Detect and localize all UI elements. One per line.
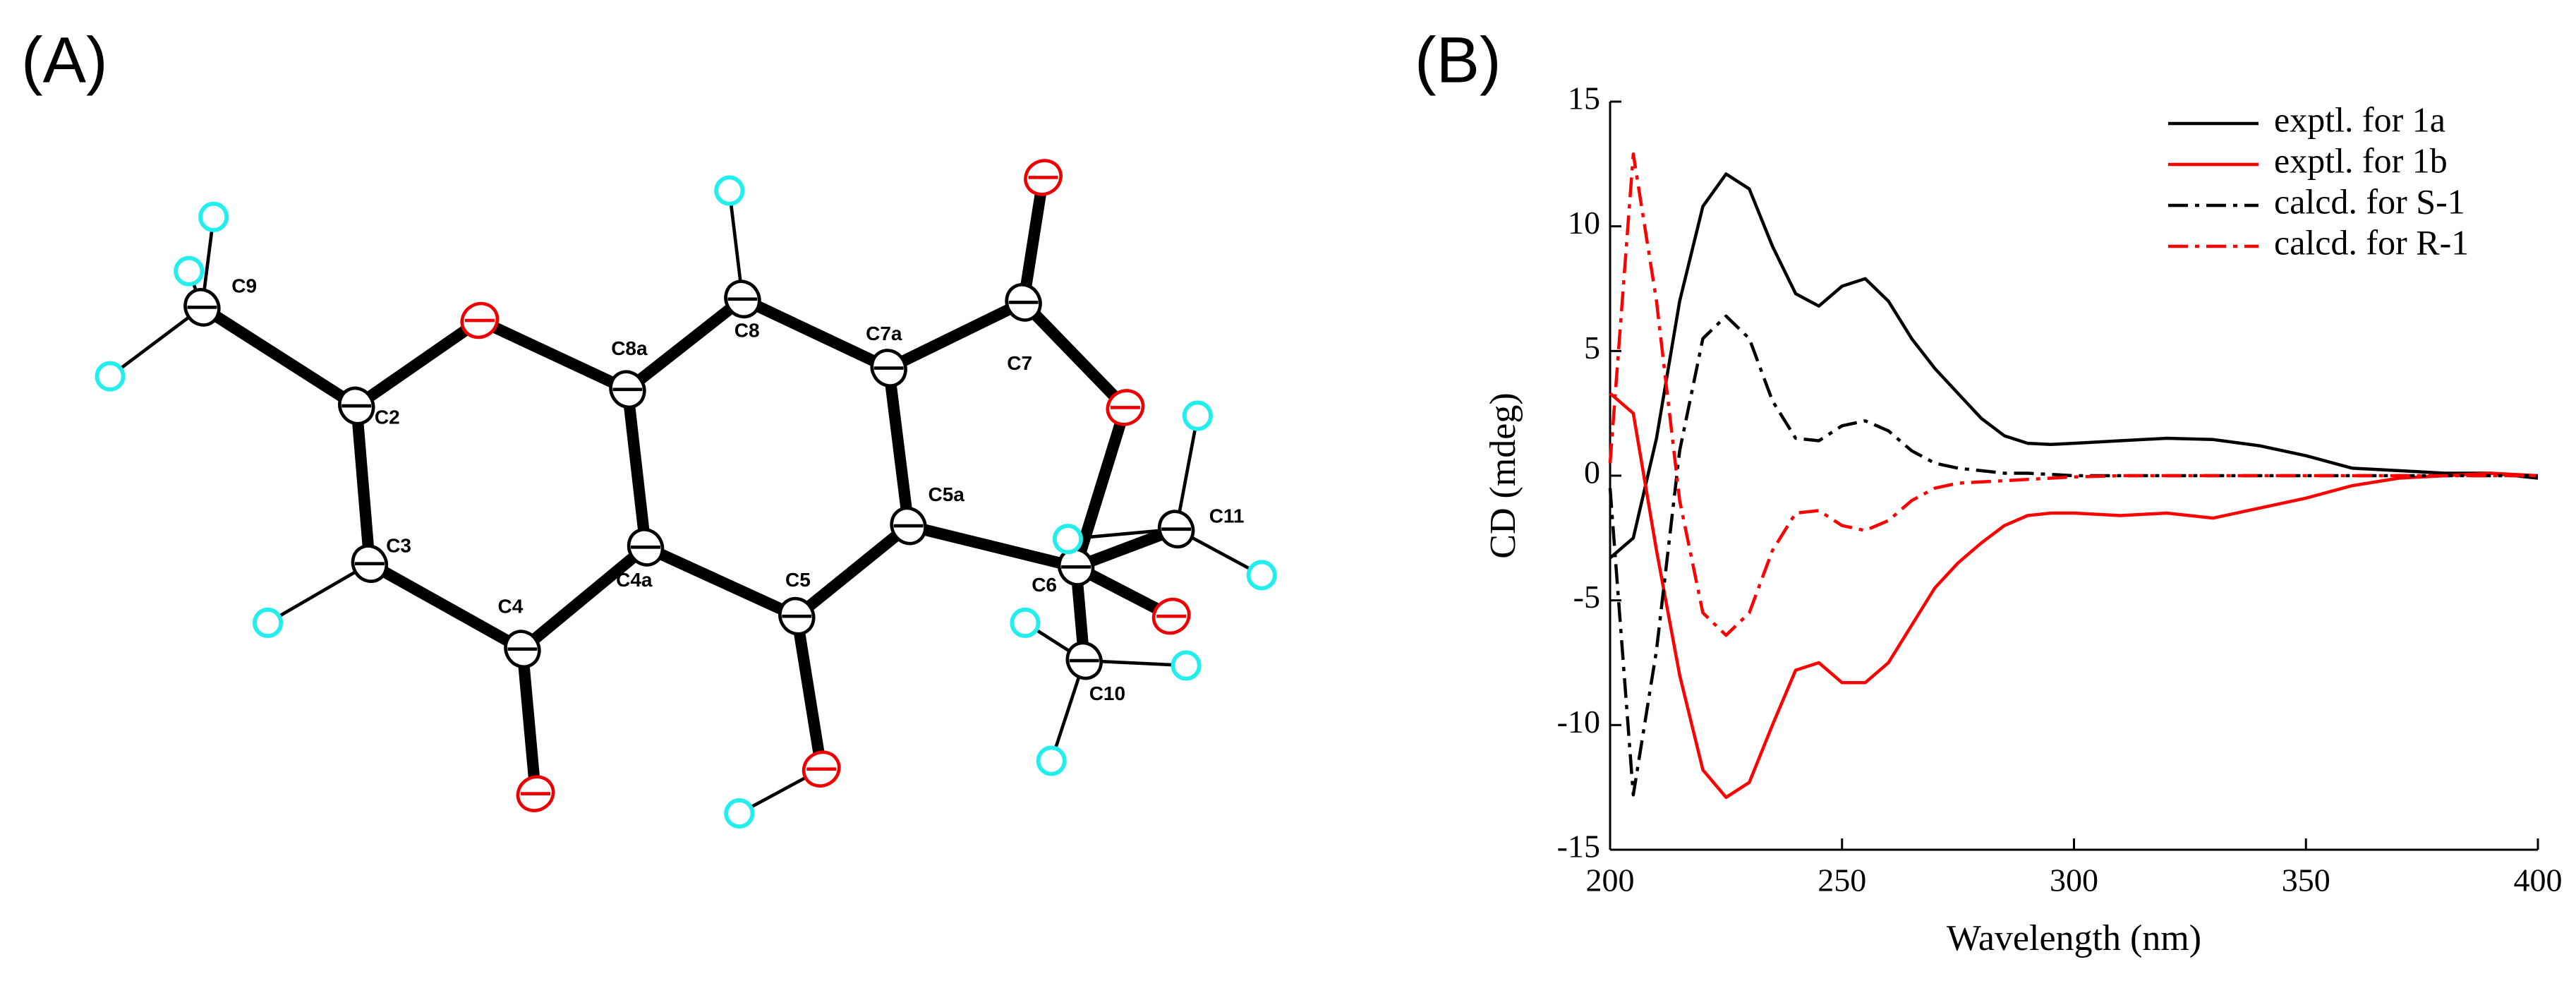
bond — [516, 648, 542, 795]
atom-label: C9 — [231, 275, 257, 297]
y-tick-label: -5 — [1573, 579, 1600, 615]
hydrogen-atom — [1036, 745, 1067, 776]
bond — [477, 315, 630, 395]
hydrogen-atom — [1010, 607, 1041, 639]
cd-curve — [1609, 392, 2539, 800]
bond — [1070, 406, 1131, 569]
bond — [1017, 176, 1049, 303]
h-bond — [109, 306, 203, 378]
x-tick-label: 250 — [1818, 862, 1866, 898]
h-bond — [1174, 415, 1199, 530]
y-tick-label: -15 — [1557, 829, 1600, 865]
panel-label: (A) — [21, 24, 108, 96]
hydrogen-atom — [174, 255, 205, 287]
hydrogen-atom — [95, 361, 126, 392]
x-axis-title: Wavelength (nm) — [1947, 918, 2201, 958]
x-tick-label: 400 — [2514, 862, 2563, 898]
atom-label: C5 — [785, 569, 811, 591]
molecule — [95, 159, 1277, 829]
bond — [353, 315, 483, 411]
atom-label: C6 — [1032, 574, 1057, 596]
hydrogen-atom — [1246, 560, 1277, 591]
atom-label: C5a — [929, 483, 965, 505]
bond — [793, 521, 912, 621]
atom-label: C7a — [866, 323, 902, 344]
bond — [366, 558, 526, 654]
bond — [622, 388, 652, 548]
bond — [739, 294, 892, 373]
bond — [519, 543, 650, 654]
y-tick-label: 5 — [1584, 330, 1600, 366]
bond — [907, 520, 1078, 573]
hydrogen-atom — [198, 201, 229, 232]
atom-label: C4a — [616, 569, 653, 591]
bond — [643, 541, 799, 622]
cd-curve — [1609, 172, 2539, 560]
x-tick-label: 300 — [2050, 862, 2098, 898]
cd-curve — [1608, 314, 2538, 797]
hydrogen-atom — [252, 607, 284, 639]
bond — [886, 297, 1027, 373]
cd-curve — [1608, 152, 2538, 637]
bond — [351, 405, 376, 565]
legend-label: exptl. for 1b — [2274, 140, 2448, 180]
atom-label: C8a — [611, 337, 648, 359]
atom-label: C8 — [734, 319, 760, 341]
bond — [624, 294, 746, 395]
bond — [199, 302, 360, 411]
h-bond — [267, 562, 371, 625]
y-axis-title: CD (mdeg) — [1483, 392, 1523, 558]
atom-label: C4 — [498, 596, 524, 618]
hydrogen-atom — [1182, 400, 1213, 431]
cd-chart: -15 -10 -5 0 5 10 15 200 250 300 350 400 Wavelength … — [1483, 80, 2563, 958]
legend-label: exptl. for 1a — [2274, 100, 2445, 139]
atom-label: C11 — [1209, 505, 1245, 526]
hydrogen-atom — [1171, 650, 1202, 681]
y-tick-label: 10 — [1568, 205, 1600, 241]
legend-label: calcd. for S-1 — [2274, 181, 2465, 221]
legend-label: calcd. for R-1 — [2274, 222, 2469, 262]
bond — [791, 615, 828, 770]
panel-label: (B) — [1415, 24, 1501, 96]
atom-label: C7 — [1007, 352, 1032, 374]
y-tick-label: 0 — [1584, 455, 1600, 490]
y-tick-label: -10 — [1557, 704, 1600, 740]
hydrogen-atom — [714, 175, 745, 206]
atom-labels: C9 C2 C3 C4 C4a C8a C8 C7a C7 C5a C5 C6 C11 C10 — [231, 275, 1244, 704]
atom-label: C3 — [386, 534, 411, 556]
x-tick-label: 200 — [1586, 862, 1635, 898]
hydrogen-atom — [1052, 524, 1083, 555]
atom-label: C10 — [1089, 682, 1125, 704]
hydrogen-atom — [724, 798, 755, 829]
bond — [883, 367, 914, 527]
y-tick-label: 15 — [1568, 80, 1600, 116]
atom-label: C2 — [375, 407, 400, 428]
bond — [1019, 298, 1130, 412]
x-tick-label: 350 — [2282, 862, 2330, 898]
